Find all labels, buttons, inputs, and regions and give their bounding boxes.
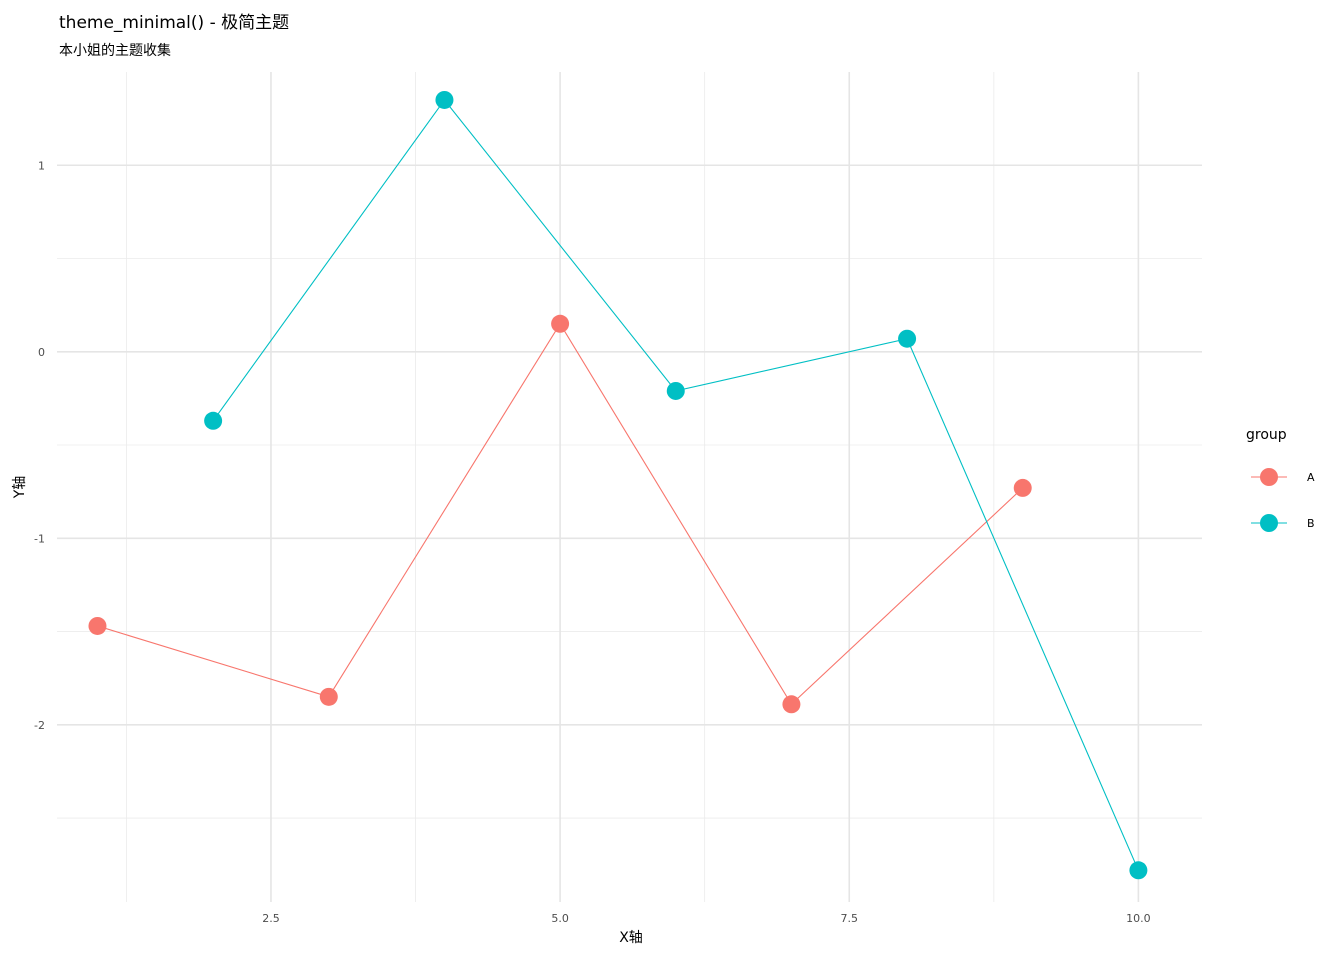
y-axis-title: Y轴 — [12, 476, 28, 500]
y-axis-ticks: 1 0 -1 -2 — [34, 159, 45, 732]
data-point-B — [666, 381, 685, 400]
x-tick-label: 10.0 — [1126, 912, 1151, 925]
x-tick-label: 5.0 — [551, 912, 569, 925]
data-point-A — [551, 314, 570, 333]
x-axis-ticks: 2.5 5.0 7.5 10.0 — [262, 912, 1150, 925]
legend-title: group — [1246, 427, 1287, 443]
series-line-B — [212, 99, 1139, 871]
chart-title: theme_minimal() - 极简主题 — [59, 13, 290, 33]
data-point-B — [898, 329, 917, 348]
y-tick-label: -2 — [34, 719, 45, 732]
legend-key-point-A — [1260, 468, 1278, 486]
legend-key-point-B — [1260, 514, 1278, 532]
x-tick-label: 2.5 — [262, 912, 280, 925]
chart-subtitle: 本小姐的主题收集 — [59, 43, 171, 59]
series-layer — [88, 90, 1148, 880]
data-point-A — [319, 687, 338, 706]
data-point-B — [1129, 861, 1148, 880]
data-point-B — [435, 90, 454, 109]
legend-label-A: A — [1307, 471, 1315, 484]
legend-label-B: B — [1307, 517, 1315, 530]
y-tick-label: 0 — [38, 346, 45, 359]
y-tick-label: -1 — [34, 532, 45, 545]
minor-gridlines — [57, 72, 1202, 902]
major-gridlines — [57, 72, 1202, 902]
data-point-A — [782, 695, 801, 714]
x-tick-label: 7.5 — [840, 912, 858, 925]
y-tick-label: 1 — [38, 159, 45, 172]
data-point-A — [88, 616, 107, 635]
data-point-B — [204, 411, 223, 430]
x-axis-title: X轴 — [619, 930, 643, 946]
data-point-A — [1013, 478, 1032, 497]
legend: group A B — [1246, 427, 1315, 532]
